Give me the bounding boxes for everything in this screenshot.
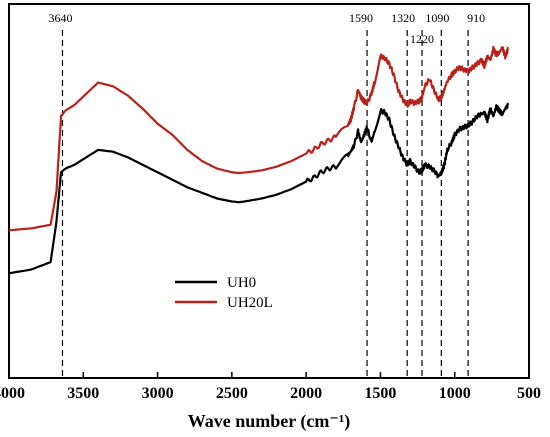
x-tick-label: 2500 — [216, 385, 248, 402]
series-line-uh0 — [8, 102, 510, 275]
legend-label: UH0 — [227, 275, 256, 291]
x-tick-label: 3500 — [67, 385, 99, 402]
annotation-label: 1590 — [349, 11, 373, 25]
annotation-label: 1090 — [425, 11, 449, 25]
annotation-layer: 3640 1590 1320 1220 1090 910 — [48, 11, 485, 378]
series-layer — [8, 45, 510, 275]
annotation-label: 1220 — [410, 32, 434, 46]
legend: UH0 UH20L — [175, 275, 273, 311]
x-axis-title: Wave number (cm⁻¹) — [188, 411, 351, 432]
x-axis-ticks: 4000 3500 3000 2500 2000 1500 1000 500 — [0, 372, 541, 402]
plot-frame — [8, 3, 530, 379]
x-tick-label: 1500 — [364, 385, 396, 402]
series-line-uh20l — [8, 45, 510, 232]
x-tick-label: 4000 — [0, 385, 25, 402]
legend-label: UH20L — [227, 295, 273, 311]
annotation-label: 3640 — [48, 11, 72, 25]
annotation-label: 910 — [467, 11, 485, 25]
x-tick-label: 1000 — [439, 385, 471, 402]
annotation-label: 1320 — [391, 11, 415, 25]
x-tick-label: 2000 — [290, 385, 322, 402]
x-tick-label: 3000 — [142, 385, 174, 402]
x-tick-label: 500 — [517, 385, 541, 402]
